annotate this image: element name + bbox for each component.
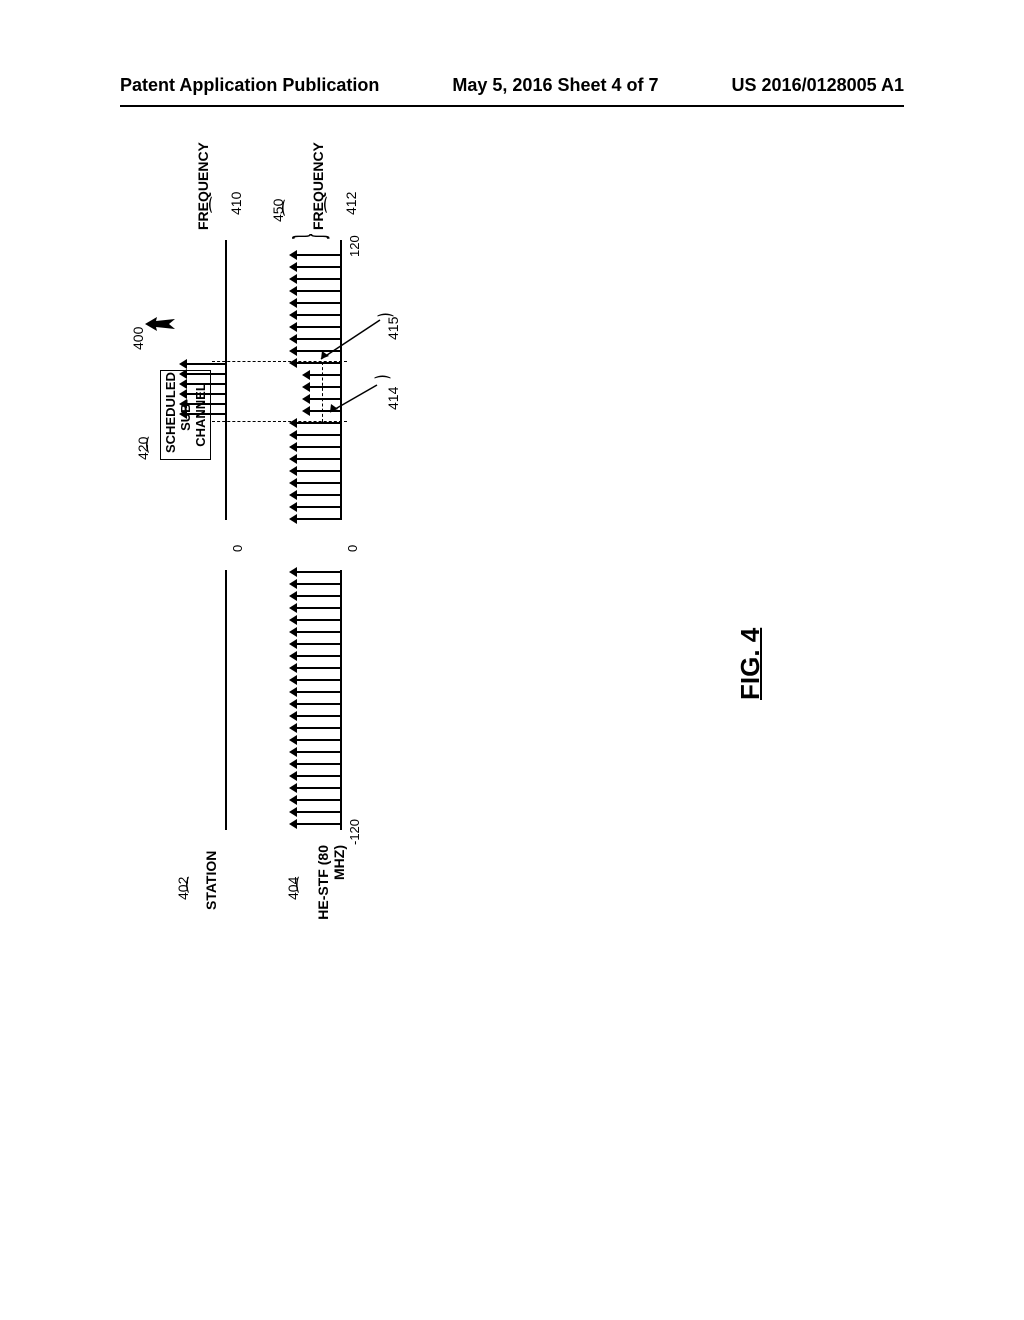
station-axis-right — [225, 240, 227, 520]
pointer-400-arrow — [145, 313, 180, 335]
ref-410: 410 — [228, 192, 244, 215]
page-header: Patent Application Publication May 5, 20… — [0, 75, 1024, 96]
hestf-axis-left — [340, 570, 342, 830]
figure-caption-text: FIG. 4 — [735, 628, 765, 700]
ref-414: 414 — [385, 387, 401, 410]
header-center: May 5, 2016 Sheet 4 of 7 — [452, 75, 658, 96]
ref-400: 400 — [130, 327, 146, 350]
callout-414-arrow — [322, 370, 382, 420]
tick-neg120: -120 — [347, 819, 362, 845]
label-frequency-1: FREQUENCY — [195, 142, 211, 230]
label-hestf: HE-STF (80 MHZ) — [315, 845, 347, 925]
brace-450: } — [288, 234, 328, 239]
curve-icon-450: ⁀ — [283, 201, 304, 215]
station-axis-left — [225, 570, 227, 830]
ref-415: 415 — [385, 317, 401, 340]
callout-415-arrow — [315, 305, 385, 365]
header-left: Patent Application Publication — [120, 75, 379, 96]
hestf-zero: 0 — [345, 545, 360, 552]
figure-caption: FIG. 4 — [735, 628, 766, 700]
ref-412: 412 — [343, 192, 359, 215]
tick-pos120: 120 — [347, 235, 362, 257]
header-right: US 2016/0128005 A1 — [732, 75, 904, 96]
header-rule — [120, 105, 904, 107]
station-zero: 0 — [230, 545, 245, 552]
label-frequency-2: FREQUENCY — [310, 142, 326, 230]
label-station: STATION — [203, 851, 219, 910]
figure-4-diagram: 400 420 ⁀ SCHEDULED SUB-CHANNEL 402 ⁀ ST… — [60, 220, 860, 860]
